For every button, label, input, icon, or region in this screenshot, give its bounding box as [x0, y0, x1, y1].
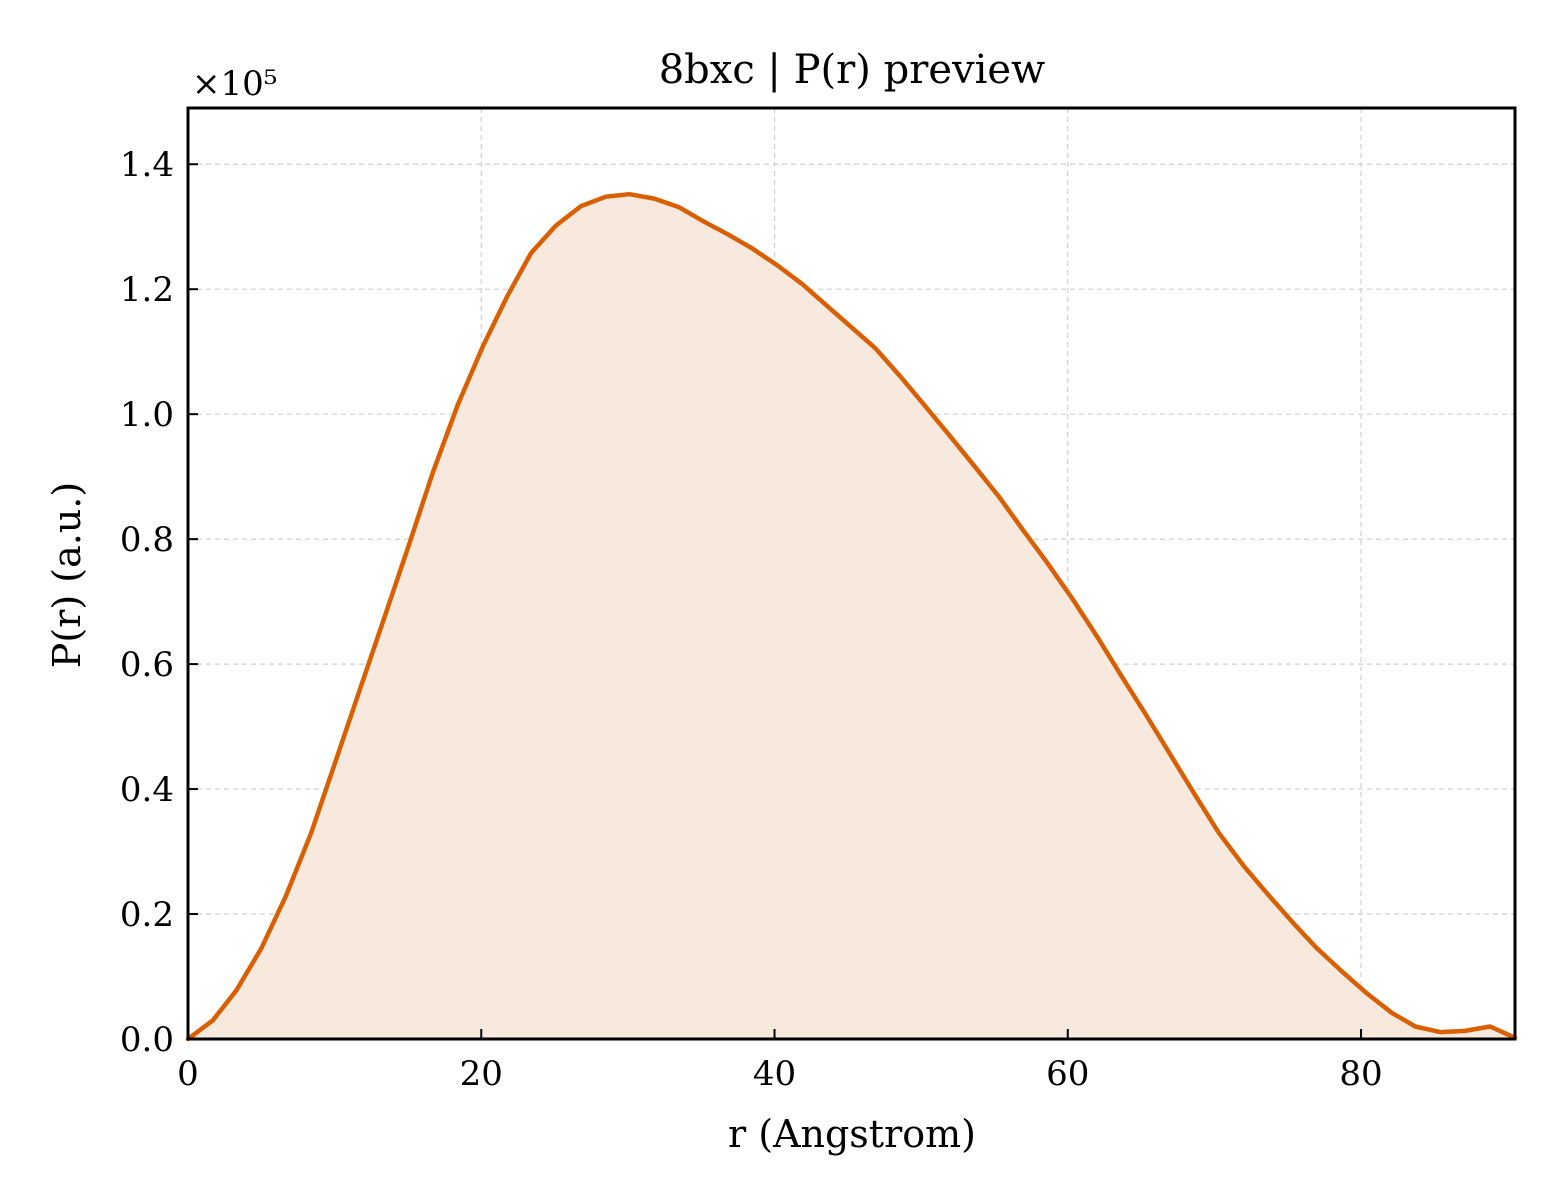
plot-frame: [186, 106, 1517, 1041]
y-tick-labels: 0.0 0.2 0.4 0.6 0.8 1.0 1.2 1.4: [120, 145, 174, 1060]
pr-curve-line: [185, 191, 1518, 1042]
y-axis-label: P(r) (a.u.): [45, 482, 89, 668]
x-tick-label: 40: [753, 1054, 796, 1094]
x-tick-label: 0: [177, 1054, 199, 1094]
x-tick-label: 80: [1339, 1054, 1382, 1094]
y-tick-label: 1.2: [120, 270, 174, 310]
y-tick-label: 1.4: [120, 145, 174, 185]
y-tick-label: 0.6: [120, 645, 174, 685]
chart-title: 8bxc | P(r) preview: [659, 47, 1046, 93]
y-tick-label: 0.0: [120, 1020, 174, 1060]
y-tick-label: 0.4: [120, 770, 174, 810]
y-tick-label: 0.2: [120, 895, 174, 935]
pr-area-fill: [188, 194, 1515, 1039]
y-multiplier-label: ×10⁵: [192, 64, 277, 104]
x-tick-labels: 0 20 40 60 80: [177, 1054, 1382, 1094]
x-axis-label: r (Angstrom): [728, 1112, 976, 1156]
axis-ticks: [187, 163, 1363, 1040]
y-tick-label: 1.0: [120, 395, 174, 435]
x-tick-label: 60: [1046, 1054, 1089, 1094]
x-tick-label: 20: [460, 1054, 503, 1094]
y-tick-label: 0.8: [120, 520, 174, 560]
